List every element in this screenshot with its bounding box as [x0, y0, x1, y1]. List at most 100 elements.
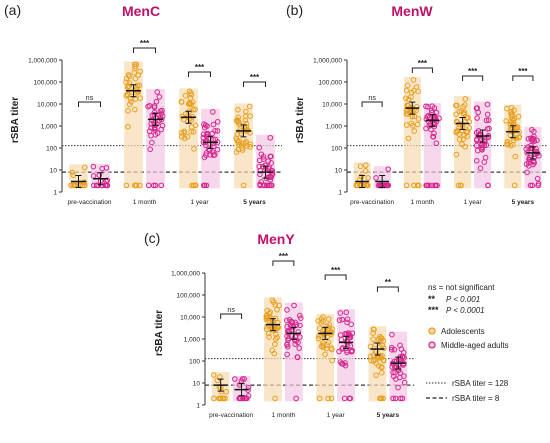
middle-aged-point — [152, 182, 159, 189]
adolescent-point — [268, 322, 274, 329]
middle-aged-point — [478, 142, 485, 148]
middle-aged-point — [339, 316, 346, 323]
significance-bracket — [462, 75, 484, 81]
middle-aged-point — [201, 124, 208, 131]
significance-bracket — [376, 286, 399, 292]
significance-bracket — [361, 101, 383, 107]
y-tick-label: 10,000 — [322, 102, 342, 109]
adolescent-point — [235, 119, 242, 126]
adolescent-point — [272, 336, 279, 342]
adolescent-point — [458, 182, 464, 189]
adolescent-point — [240, 182, 247, 189]
adolescent-point — [211, 395, 217, 402]
y-tick-labels-a: 1 10 100 1,000 10,000 100,000 1,000,000 — [28, 58, 57, 197]
adolescent-point — [316, 395, 323, 402]
middle-aged-point — [206, 146, 212, 152]
adolescent-point — [320, 314, 326, 320]
adolescent-point — [328, 345, 335, 351]
significance-label: *** — [195, 63, 205, 72]
middle-aged-point — [390, 395, 396, 402]
middle-aged-point — [265, 182, 271, 189]
adolescent-point — [182, 92, 189, 99]
adolescent-point — [329, 357, 336, 364]
middle-aged-point — [210, 121, 217, 128]
panel-title-a: MenC — [122, 3, 160, 19]
y-tick-label: 1,000 — [41, 124, 58, 131]
middle-aged-point — [200, 182, 207, 189]
adolescent-point — [461, 109, 468, 115]
middle-aged-point — [400, 349, 407, 356]
adolescent-point — [235, 114, 242, 121]
middle-aged-point — [385, 166, 392, 172]
panel-label-a: (a) — [4, 2, 21, 18]
middle-aged-point — [389, 331, 395, 338]
adolescent-point — [179, 113, 186, 120]
middle-aged-point — [527, 182, 534, 189]
adolescent-point — [454, 119, 460, 126]
y-axis-label-a: rSBA titer — [10, 97, 21, 143]
adolescent-point — [377, 395, 384, 402]
adolescent-point — [68, 182, 74, 189]
adolescent-point — [125, 107, 131, 114]
adolescent-point — [242, 117, 249, 124]
middle-aged-point — [391, 346, 398, 353]
adolescent-point — [178, 130, 185, 136]
middle-aged-point — [530, 135, 536, 142]
adolescent-point — [409, 122, 416, 129]
adolescent-point — [378, 369, 385, 376]
adolescent-point — [133, 182, 140, 189]
middle-aged-point — [204, 130, 210, 137]
adolescent-point — [136, 82, 143, 89]
significance-label: *** — [331, 266, 341, 275]
significance-label: *** — [279, 252, 289, 261]
middle-aged-point — [433, 140, 440, 147]
adolescent-point — [246, 103, 253, 110]
adolescent-point — [124, 91, 131, 98]
middle-aged-point — [268, 174, 274, 180]
middle-aged-point — [431, 130, 437, 137]
adolescent-point — [316, 325, 323, 332]
middle-aged-point — [201, 154, 208, 161]
adolescent-point — [365, 175, 371, 181]
middle-aged-point — [426, 182, 432, 189]
middle-aged-point — [256, 163, 262, 170]
middle-aged-point — [484, 101, 491, 108]
y-axis-label-c: rSBA titer — [154, 310, 165, 356]
adolescent-point — [272, 341, 278, 348]
middle-aged-point — [474, 105, 481, 111]
panel-label-b: (b) — [286, 2, 303, 18]
significance-label: ns — [227, 307, 235, 314]
y-tick-label: 1,000,000 — [313, 58, 342, 65]
y-tick-label: 1,000,000 — [171, 271, 200, 278]
adolescent-point — [459, 141, 465, 148]
middle-aged-point — [268, 153, 274, 160]
adolescent-point — [460, 136, 467, 142]
adolescent-point — [315, 335, 322, 342]
y-tick-label: 1 — [53, 190, 57, 197]
adolescent-point — [404, 82, 411, 89]
panel-menc: (a) MenC rSBA titer 1 10 100 1,000 10,000 100… — [4, 2, 282, 206]
middle-aged-point — [485, 117, 492, 123]
middle-aged-point — [292, 341, 298, 347]
adolescent-point — [415, 116, 422, 122]
plot-area-a: ns *** *** *** — [59, 39, 282, 193]
y-tick-label: 100 — [189, 359, 200, 366]
middle-aged-point — [154, 130, 161, 136]
adolescent-point — [123, 182, 130, 189]
middle-aged-point — [524, 169, 530, 176]
significance-label: ns — [368, 95, 376, 102]
adolescent-point — [131, 61, 138, 68]
middle-aged-point — [269, 168, 276, 174]
adolescent-point — [411, 87, 417, 94]
legend-middle-aged-label: Middle-aged adults — [441, 341, 509, 350]
middle-aged-point — [157, 108, 164, 114]
legend-adolescents-marker — [428, 327, 436, 335]
significance-bracket — [220, 313, 243, 319]
adolescent-point — [132, 182, 138, 189]
middle-aged-point — [336, 317, 343, 323]
significance-bracket — [272, 260, 295, 266]
adolescent-point — [363, 162, 369, 168]
adolescent-point — [325, 339, 332, 346]
middle-aged-point — [383, 182, 390, 189]
adolescent-point — [126, 73, 133, 80]
